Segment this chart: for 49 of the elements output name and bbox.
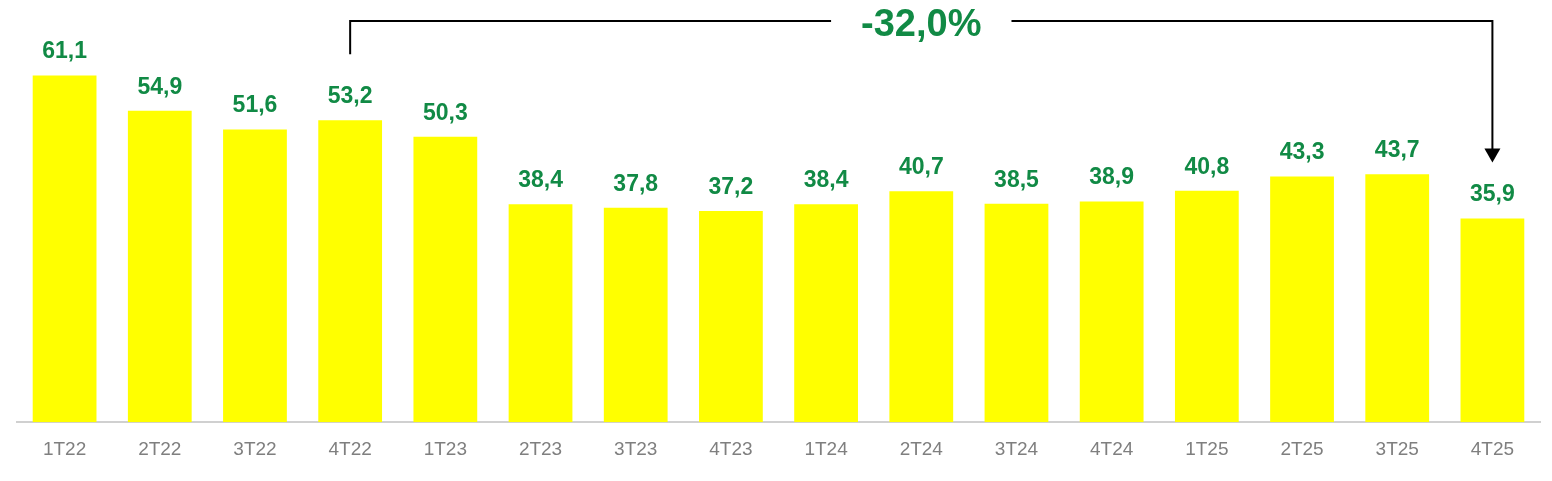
data-label: 43,3 (1279, 138, 1325, 165)
text: -32,0% (861, 2, 982, 44)
data-label: 53,2 (327, 82, 373, 109)
x-tick-label: 3T23 (614, 437, 658, 459)
bar (508, 204, 573, 423)
data-label: 40,8 (1184, 152, 1230, 179)
bar (32, 75, 97, 423)
bar (223, 129, 287, 423)
data-label: 43,7 (1374, 136, 1420, 163)
x-tick-label: 2T25 (1280, 437, 1324, 459)
data-label: 61,1 (42, 37, 88, 64)
bar (889, 191, 954, 423)
x-tick-label: 2T24 (899, 437, 944, 459)
x-tick-label: 3T24 (994, 437, 1039, 459)
data-label: 35,9 (1470, 180, 1515, 207)
bar (1174, 190, 1239, 423)
x-tick-label: 4T24 (1090, 437, 1134, 459)
data-label: 51,6 (232, 91, 278, 118)
data-label: 38,4 (803, 166, 849, 193)
x-tick-label: 1T24 (804, 437, 849, 459)
x-tick-label: 4T23 (709, 437, 753, 459)
bar (413, 136, 478, 423)
data-label: 37,2 (708, 172, 754, 199)
x-tick-label: 1T25 (1185, 437, 1229, 459)
data-label: 38,4 (518, 166, 564, 193)
x-tick-label: 2T23 (518, 437, 563, 459)
bar (1460, 218, 1525, 423)
bar (127, 110, 192, 423)
data-label: 38,5 (994, 165, 1040, 192)
bar (1079, 201, 1144, 423)
x-tick-label: 3T25 (1375, 437, 1419, 459)
bar (984, 203, 1049, 423)
bar (1365, 174, 1430, 423)
bar (1270, 176, 1334, 423)
x-tick-label: 1T22 (42, 437, 87, 459)
data-label: 37,8 (613, 169, 659, 196)
x-tick-label: 4T22 (328, 437, 372, 459)
x-tick-label: 3T22 (233, 437, 277, 459)
data-label: 40,7 (898, 153, 944, 180)
x-tick-label: 1T23 (423, 437, 467, 459)
data-label: 50,3 (422, 98, 468, 125)
data-label: 38,9 (1089, 163, 1135, 190)
x-tick-label: 2T22 (138, 437, 182, 459)
bar (603, 207, 668, 423)
bar (699, 211, 763, 423)
x-tick-label: 4T25 (1470, 437, 1515, 459)
bar (318, 120, 383, 423)
bar (794, 204, 858, 423)
data-label: 54,9 (137, 72, 183, 99)
